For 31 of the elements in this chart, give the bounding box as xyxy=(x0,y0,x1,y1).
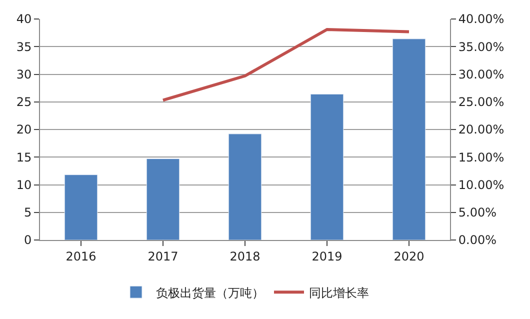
y-tick-label: 0 xyxy=(24,233,32,248)
y2-tick-label: 15.00% xyxy=(458,150,504,164)
x-tick-label: 2016 xyxy=(66,249,96,264)
y-tick-label: 15 xyxy=(16,150,32,164)
x-tick-label: 2018 xyxy=(230,249,260,264)
bar xyxy=(310,94,344,240)
bar xyxy=(146,158,180,240)
bar xyxy=(64,174,98,240)
y-tick-label: 5 xyxy=(24,206,32,220)
y-tick-label: 40 xyxy=(16,12,32,26)
y2-tick-label: 20.00% xyxy=(458,122,504,137)
legend-label: 负极出货量（万吨） xyxy=(156,286,264,300)
x-tick-label: 2020 xyxy=(394,249,424,264)
bar xyxy=(228,134,262,240)
legend-label: 同比增长率 xyxy=(309,286,369,300)
y-tick-label: 35 xyxy=(16,40,32,54)
line-series xyxy=(162,28,410,102)
y2-tick-label: 0.00% xyxy=(458,233,497,248)
bar xyxy=(392,38,426,240)
x-tick-label: 2019 xyxy=(312,249,342,264)
y-tick-label: 30 xyxy=(16,67,32,82)
y2-tick-label: 5.00% xyxy=(458,206,497,220)
y2-tick-label: 30.00% xyxy=(458,67,504,82)
x-tick-label: 2017 xyxy=(148,249,178,264)
y2-tick-label: 25.00% xyxy=(458,95,504,110)
y2-tick-label: 10.00% xyxy=(458,178,504,192)
y-tick-label: 10 xyxy=(16,178,32,192)
y2-tick-label: 40.00% xyxy=(458,12,504,26)
y-tick-label: 20 xyxy=(16,122,32,137)
y2-tick-label: 35.00% xyxy=(458,40,504,54)
y-tick-label: 25 xyxy=(16,95,32,110)
